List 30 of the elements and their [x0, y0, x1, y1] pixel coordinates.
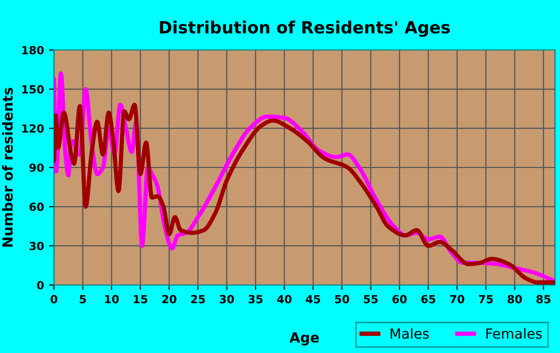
x-tick-label: 40 — [277, 294, 292, 304]
x-axis-title: Age — [290, 332, 319, 346]
legend-label: Males — [390, 328, 429, 339]
x-tick-label: 5 — [80, 295, 86, 304]
y-tick-label: 90 — [29, 163, 44, 172]
x-tick-label: 0 — [50, 294, 58, 304]
x-tick-label: 35 — [248, 294, 263, 304]
x-tick-label: 25 — [191, 294, 205, 304]
x-tick-label: 50 — [335, 294, 350, 304]
x-tick-label: 45 — [306, 295, 320, 304]
legend-label: Females — [486, 328, 542, 339]
x-tick-label: 65 — [421, 294, 436, 304]
x-tick-label: 15 — [134, 295, 148, 304]
x-tick-label: 70 — [450, 294, 464, 304]
y-tick-label: 30 — [30, 242, 44, 250]
y-axis-title: Number of residents — [2, 88, 13, 247]
x-tick-label: 85 — [536, 294, 550, 304]
x-tick-label: 30 — [220, 294, 234, 304]
x-tick-label: 60 — [392, 294, 407, 304]
y-tick-label: 150 — [22, 85, 44, 94]
x-tick-label: 75 — [478, 295, 493, 304]
y-tick-label: 60 — [30, 202, 44, 212]
x-tick-label: 20 — [162, 294, 176, 304]
y-tick-label: 120 — [22, 124, 44, 133]
x-tick-label: 10 — [105, 294, 119, 304]
x-tick-label: 55 — [364, 295, 378, 304]
y-tick-label: 0 — [37, 280, 44, 290]
x-tick-label: 80 — [508, 294, 522, 304]
y-tick-label: 180 — [22, 46, 44, 54]
chart-title: Distribution of Residents' Ages — [160, 20, 450, 37]
